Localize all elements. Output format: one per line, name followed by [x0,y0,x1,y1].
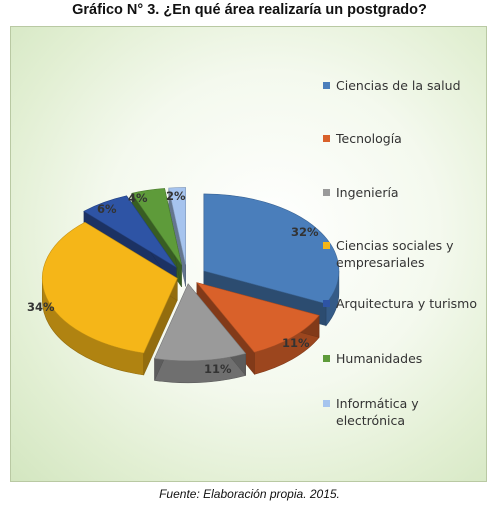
legend-swatch [323,355,330,362]
legend-entry: Arquitectura y turismo [323,295,483,312]
slice-top [196,282,320,353]
legend-label: Arquitectura y turismo [336,296,478,311]
legend-swatch [323,135,330,142]
slice-value-label: 2% [166,189,186,203]
legend-entry: Ingeniería [323,184,483,201]
legend-label: Tecnología [336,131,402,146]
legend-label: Ciencias de la salud [336,78,461,93]
legend-entry: Informática y electrónica [323,395,483,429]
pie-chart: 32% 11% 11% 34% 6% 4% 2% [27,187,340,384]
slice-top [42,221,178,354]
slice-top [154,283,247,362]
legend-entry: Tecnología [323,130,483,147]
chart-title: Gráfico N° 3. ¿En qué área realizaría un… [72,2,427,18]
slice-value-label: 11% [204,362,232,376]
legend-swatch [323,189,330,196]
legend-label: Humanidades [336,351,423,366]
pie-slice [154,283,247,384]
legend-swatch [323,300,330,307]
legend-entry: Humanidades [323,350,483,367]
slice-value-label: 11% [282,336,310,350]
legend-swatch [323,82,330,89]
legend-swatch [323,400,330,407]
pie-slice [42,221,178,376]
source-note: Fuente: Elaboración propia. 2015. [159,487,340,501]
slice-value-label: 4% [128,191,148,205]
slice-top [203,193,340,305]
slice-top [168,187,186,265]
legend-label: Informática y electrónica [336,396,419,428]
pie-slice [168,187,186,287]
slice-value-label: 34% [27,300,55,314]
slice-top [83,195,177,268]
legend-swatch [323,242,330,249]
slice-value-label: 6% [97,202,117,216]
chart-area: 32% 11% 11% 34% 6% 4% 2% Ciencias de la salud T… [10,26,487,482]
legend-entry: Ciencias de la salud [323,77,483,94]
slice-value-label: 32% [291,225,319,239]
slice-top [131,188,182,266]
legend-label: Ingeniería [336,185,399,200]
legend-label: Ciencias sociales y empresariales [336,238,454,270]
legend-entry: Ciencias sociales y empresariales [323,237,483,271]
